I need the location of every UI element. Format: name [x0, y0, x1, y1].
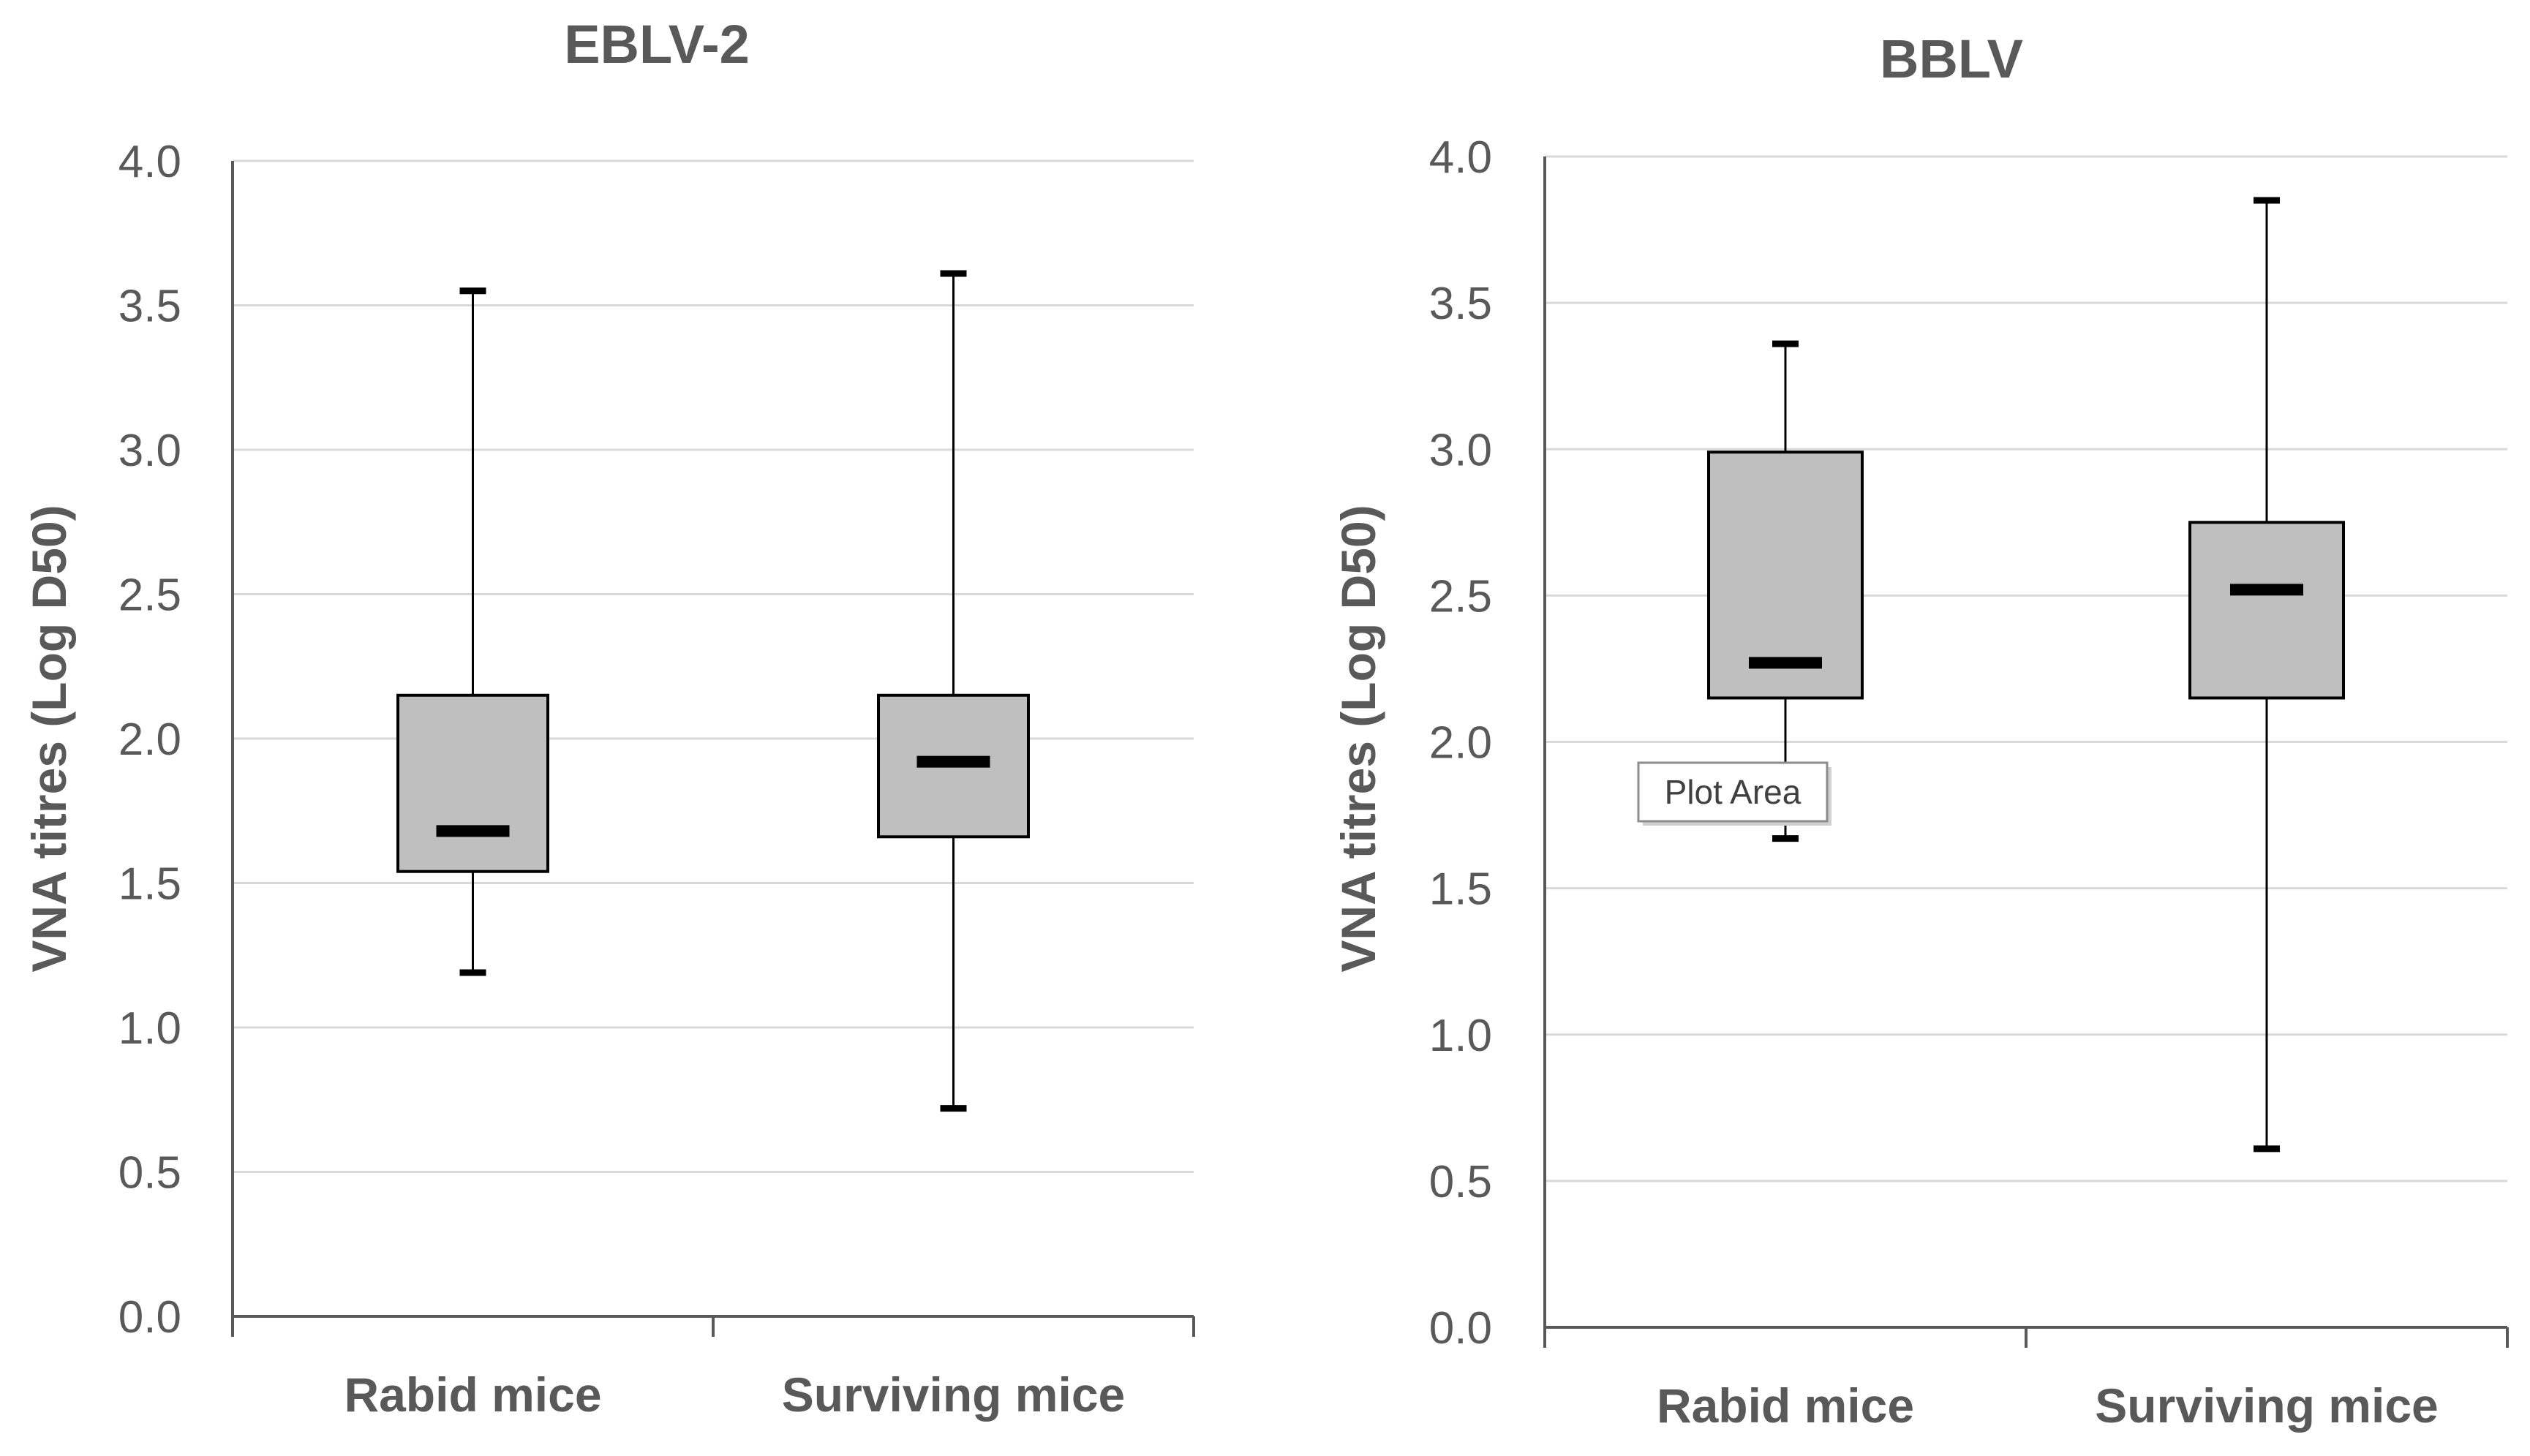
y-tick-label: 2.0: [118, 714, 181, 765]
box-surviving-mice[interactable]: [877, 270, 1030, 1112]
y-tick-label: 3.0: [118, 426, 181, 476]
iqr-box[interactable]: [1707, 450, 1864, 700]
box-rabid-mice[interactable]: [1707, 340, 1864, 842]
y-axis-label: VNA titres (Log D50): [22, 505, 76, 972]
box-rabid-mice[interactable]: [396, 287, 549, 976]
y-tick-label: 2.5: [1429, 571, 1492, 622]
iqr-box[interactable]: [2188, 521, 2345, 700]
y-tick-label: 0.5: [1429, 1157, 1492, 1207]
tooltip-box: [1637, 761, 1829, 823]
x-category-label: Rabid mice: [344, 1368, 601, 1422]
y-tick-label: 1.5: [1429, 864, 1492, 915]
y-tick-label: 2.5: [118, 570, 181, 621]
iqr-box[interactable]: [396, 693, 549, 873]
plot-area-tooltip: Plot Area: [1637, 761, 1831, 826]
y-axis-label: VNA titres (Log D50): [1331, 505, 1385, 972]
x-category-label: Surviving mice: [782, 1368, 1126, 1422]
y-tick-label: 0.0: [118, 1292, 181, 1343]
y-tick-label: 1.5: [118, 859, 181, 910]
tooltip-text: Plot Area: [1665, 773, 1802, 811]
y-tick-label: 0.0: [1429, 1303, 1492, 1354]
chart-title: EBLV-2: [564, 14, 750, 75]
y-tick-label: 4.0: [1429, 132, 1492, 183]
x-category-label: Surviving mice: [2095, 1378, 2439, 1433]
y-tick-label: 3.0: [1429, 425, 1492, 475]
box-surviving-mice[interactable]: [2188, 197, 2345, 1153]
y-tick-label: 1.0: [118, 1003, 181, 1054]
y-tick-label: 1.0: [1429, 1011, 1492, 1061]
y-tick-label: 3.5: [118, 282, 181, 332]
chart-eblv2[interactable]: EBLV-2 VNA titres (Log D50) 0.0 0.5 1.0 1.5…: [22, 14, 1195, 1422]
chart-bblv[interactable]: BBLV VNA titres (Log D50) 0.0 0.5 1.0 1.5 2.…: [1331, 29, 2509, 1433]
y-tick-label: 0.5: [118, 1148, 181, 1199]
y-tick-label: 3.5: [1429, 279, 1492, 329]
y-tick-label: 4.0: [118, 137, 181, 187]
x-category-label: Rabid mice: [1657, 1378, 1914, 1433]
y-tick-label: 2.0: [1429, 718, 1492, 769]
chart-title: BBLV: [1880, 29, 2023, 89]
